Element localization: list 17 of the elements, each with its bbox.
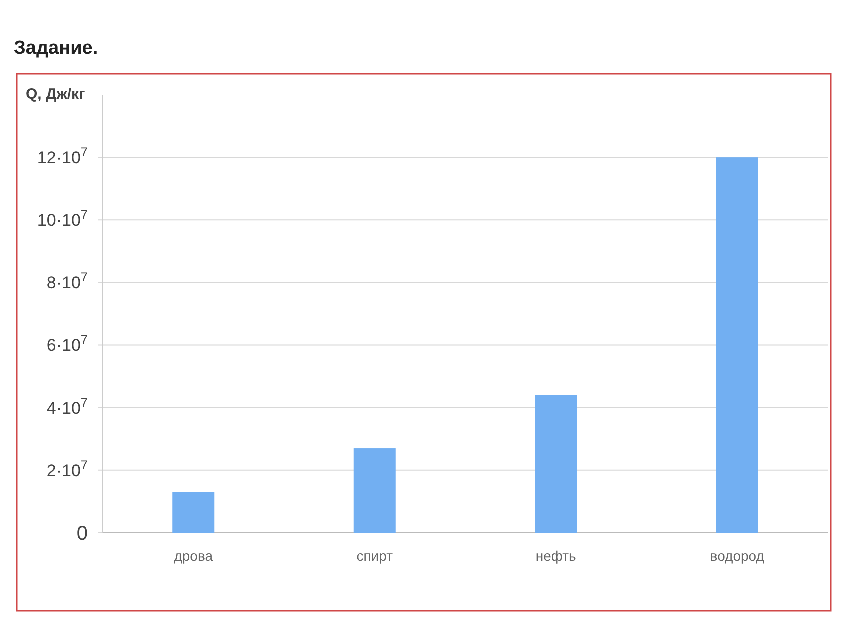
y-tick-label: 0 <box>76 523 88 545</box>
x-tick-label: нефть <box>536 548 576 564</box>
y-tick-label: 10·10$^{7}$ <box>37 206 88 230</box>
y-tick-label: 6·10$^{7}$ <box>46 332 88 356</box>
chart-title: Задание. <box>14 38 98 59</box>
x-tick-label: спирт <box>356 548 394 564</box>
y-tick-label: 4·10$^{7}$ <box>46 394 88 418</box>
y-tick-label: 8·10$^{7}$ <box>46 269 88 293</box>
bar <box>354 448 396 533</box>
x-tick-label: водород <box>710 548 764 564</box>
bar <box>172 492 215 533</box>
y-tick-label: 2·10$^{7}$ <box>46 456 88 480</box>
bar <box>535 395 578 533</box>
bar <box>716 158 758 533</box>
y-tick-label: 12·10$^{7}$ <box>37 144 88 168</box>
y-axis-title: Q, Дж/кг <box>26 86 86 103</box>
x-tick-label: дрова <box>174 548 214 564</box>
